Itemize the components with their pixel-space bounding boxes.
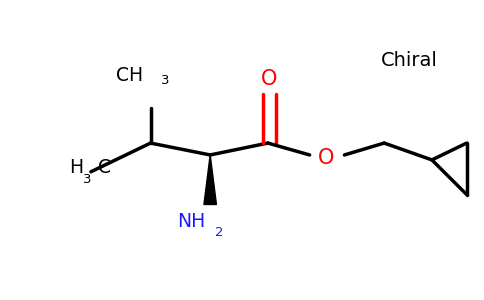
Text: 3: 3 — [83, 173, 91, 186]
Polygon shape — [204, 155, 216, 205]
Text: CH: CH — [117, 66, 144, 85]
Text: O: O — [318, 148, 335, 168]
Text: NH: NH — [177, 212, 205, 231]
Text: H: H — [69, 158, 83, 177]
Text: 3: 3 — [161, 74, 170, 87]
Text: C: C — [98, 158, 111, 177]
Text: Chiral: Chiral — [380, 51, 438, 70]
Text: 2: 2 — [215, 226, 224, 239]
Text: O: O — [261, 69, 277, 89]
